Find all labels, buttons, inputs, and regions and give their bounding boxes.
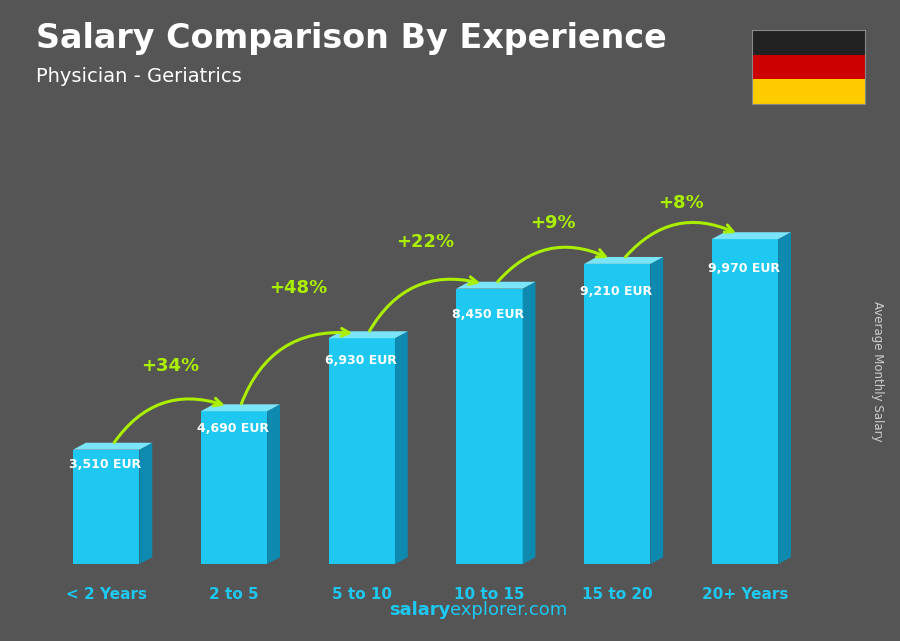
Text: +9%: +9% (530, 213, 576, 231)
Polygon shape (523, 282, 536, 564)
Polygon shape (328, 331, 408, 338)
Text: +34%: +34% (141, 357, 199, 375)
Text: 15 to 20: 15 to 20 (582, 587, 652, 602)
Polygon shape (73, 443, 152, 450)
Text: 5 to 10: 5 to 10 (332, 587, 392, 602)
Text: +22%: +22% (397, 233, 454, 251)
Text: 20+ Years: 20+ Years (702, 587, 788, 602)
Text: 4,690 EUR: 4,690 EUR (197, 422, 269, 435)
Polygon shape (584, 264, 651, 564)
Polygon shape (395, 331, 408, 564)
Text: +48%: +48% (269, 279, 327, 297)
Polygon shape (456, 288, 523, 564)
Bar (752, 30, 865, 54)
Text: < 2 Years: < 2 Years (66, 587, 147, 602)
Text: 9,970 EUR: 9,970 EUR (707, 262, 779, 275)
Polygon shape (651, 257, 663, 564)
Polygon shape (201, 412, 267, 564)
Text: 6,930 EUR: 6,930 EUR (325, 354, 396, 367)
Polygon shape (73, 450, 140, 564)
Polygon shape (712, 239, 778, 564)
Polygon shape (456, 282, 536, 288)
Bar (752, 79, 865, 104)
Text: explorer.com: explorer.com (450, 601, 567, 619)
Text: Physician - Geriatrics: Physician - Geriatrics (36, 67, 242, 87)
Polygon shape (267, 404, 280, 564)
Text: Salary Comparison By Experience: Salary Comparison By Experience (36, 22, 667, 55)
Polygon shape (712, 232, 791, 239)
Text: 2 to 5: 2 to 5 (209, 587, 259, 602)
Polygon shape (140, 443, 152, 564)
Polygon shape (328, 338, 395, 564)
Text: 8,450 EUR: 8,450 EUR (452, 308, 525, 321)
Text: +8%: +8% (658, 194, 704, 212)
Text: 10 to 15: 10 to 15 (454, 587, 525, 602)
Text: 3,510 EUR: 3,510 EUR (69, 458, 141, 470)
Text: 9,210 EUR: 9,210 EUR (580, 285, 652, 298)
Bar (752, 54, 865, 79)
Text: salary: salary (389, 601, 450, 619)
Polygon shape (584, 257, 663, 264)
Polygon shape (201, 404, 280, 412)
Polygon shape (778, 232, 791, 564)
Text: Average Monthly Salary: Average Monthly Salary (871, 301, 884, 442)
